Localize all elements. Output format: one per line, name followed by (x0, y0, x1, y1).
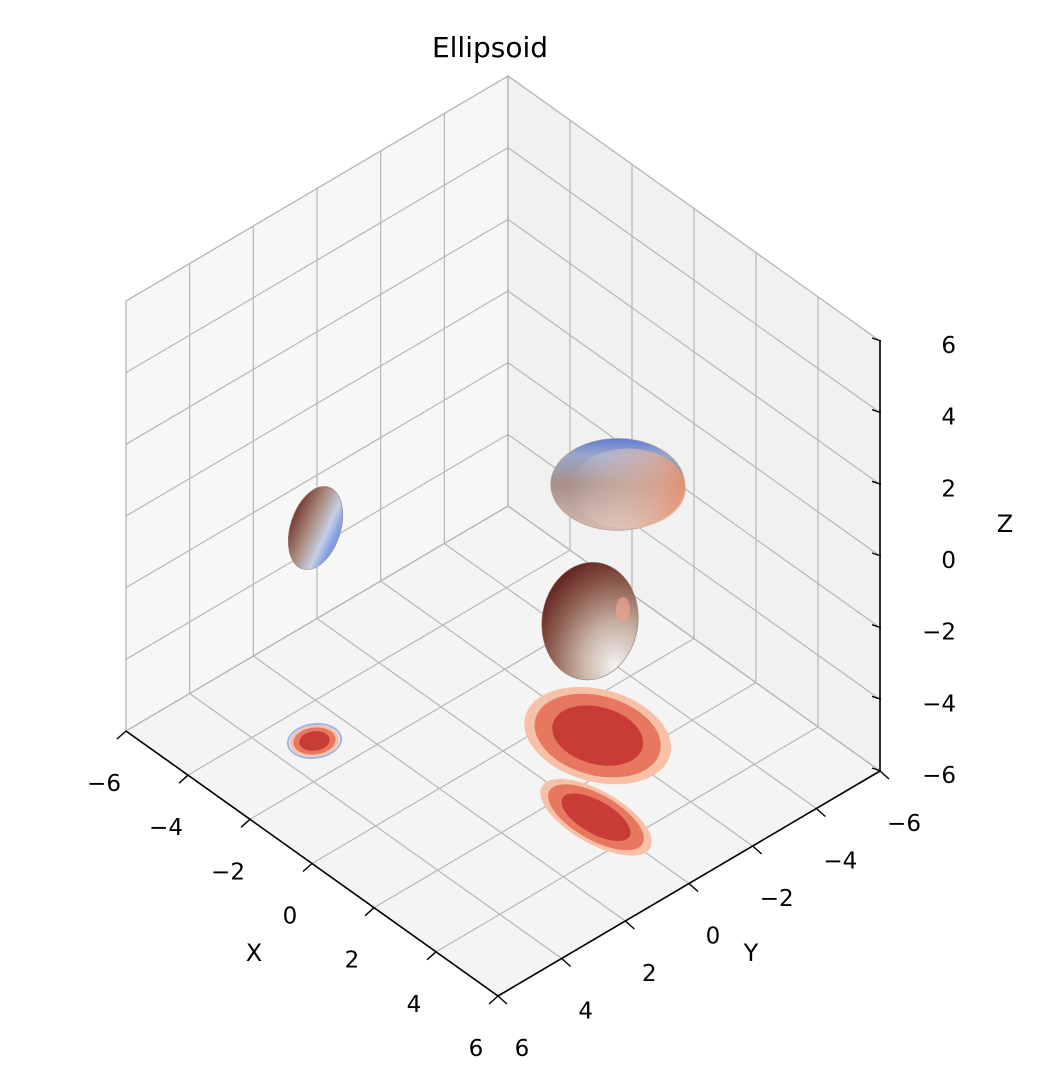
grid-floor-y (189, 693, 563, 959)
ellipsoid-small (287, 486, 344, 570)
x-tick (178, 774, 189, 784)
y-tick-label: 6 (515, 1036, 530, 1062)
grid-right-horiz (507, 75, 881, 342)
grid-left-horiz (125, 147, 509, 374)
x-axis-label: X (246, 939, 262, 967)
ellipsoid-front-highlight (616, 597, 630, 622)
y-tick (688, 882, 699, 893)
x-tick-label: 2 (345, 948, 360, 974)
ellipsoid-back-rim (569, 448, 686, 529)
x-tick-label: −4 (149, 815, 183, 841)
grid-lines (125, 75, 881, 997)
x-tick-label: −2 (211, 859, 245, 885)
z-tick-label: 0 (941, 548, 956, 574)
x-tick (364, 907, 375, 917)
y-tick-label: −6 (887, 811, 921, 837)
z-tick (871, 624, 882, 629)
grid-left-horiz (125, 75, 509, 302)
grid-right-horiz (507, 147, 881, 414)
contour-0-rim (286, 722, 343, 760)
z-tick-labels: −6 −4 −2 0 2 4 6 (922, 333, 956, 789)
x-tick (302, 862, 313, 873)
y-tick (752, 845, 763, 855)
x-tick-label: −6 (87, 771, 121, 797)
y-tick-label: −4 (823, 849, 857, 875)
z-tick (871, 480, 882, 485)
z-tick (871, 337, 882, 342)
y-tick (879, 770, 890, 780)
chart-title: Ellipsoid (432, 31, 548, 64)
y-tick-labels: −6 −4 −2 0 2 4 6 (515, 811, 921, 1062)
y-tick-label: 4 (578, 999, 593, 1025)
y-tick-label: 2 (642, 961, 657, 987)
x-tick-labels: −6 −4 −2 0 2 4 6 (87, 771, 483, 1062)
z-tick-label: −4 (922, 691, 956, 717)
contour-0-level-2 (299, 731, 330, 751)
y-tick-label: −2 (760, 886, 794, 912)
z-tick-label: −2 (922, 620, 956, 646)
z-tick (871, 552, 882, 557)
z-tick (871, 409, 882, 414)
y-axis-label: Y (743, 939, 759, 967)
y-tick (624, 920, 635, 930)
y-tick (561, 957, 572, 968)
contour-2-level-2 (552, 705, 644, 766)
z-tick (871, 695, 882, 700)
x-tick-label: 6 (469, 1036, 484, 1062)
x-tick (488, 995, 499, 1005)
x-tick-label: 0 (283, 904, 298, 930)
y-tick-label: 0 (706, 924, 721, 950)
axis-lines (116, 337, 890, 1005)
floor-contours (286, 686, 671, 856)
ellipsoid-surfaces (287, 438, 686, 681)
x-tick (426, 951, 437, 961)
x-tick-label: 4 (407, 992, 422, 1018)
z-tick-label: −6 (922, 763, 956, 789)
z-axis-label: Z (997, 510, 1013, 538)
z-tick-label: 6 (941, 333, 956, 359)
z-tick-label: 2 (941, 476, 956, 502)
z-tick (871, 767, 882, 772)
x-tick (116, 730, 127, 740)
ellipsoid-front (541, 561, 639, 681)
contour-1-level-2 (561, 793, 631, 841)
z-tick-label: 4 (941, 405, 956, 431)
x-tick (240, 818, 251, 828)
y-tick (497, 995, 508, 1005)
y-tick (815, 807, 826, 818)
axes-panes (124, 74, 882, 997)
